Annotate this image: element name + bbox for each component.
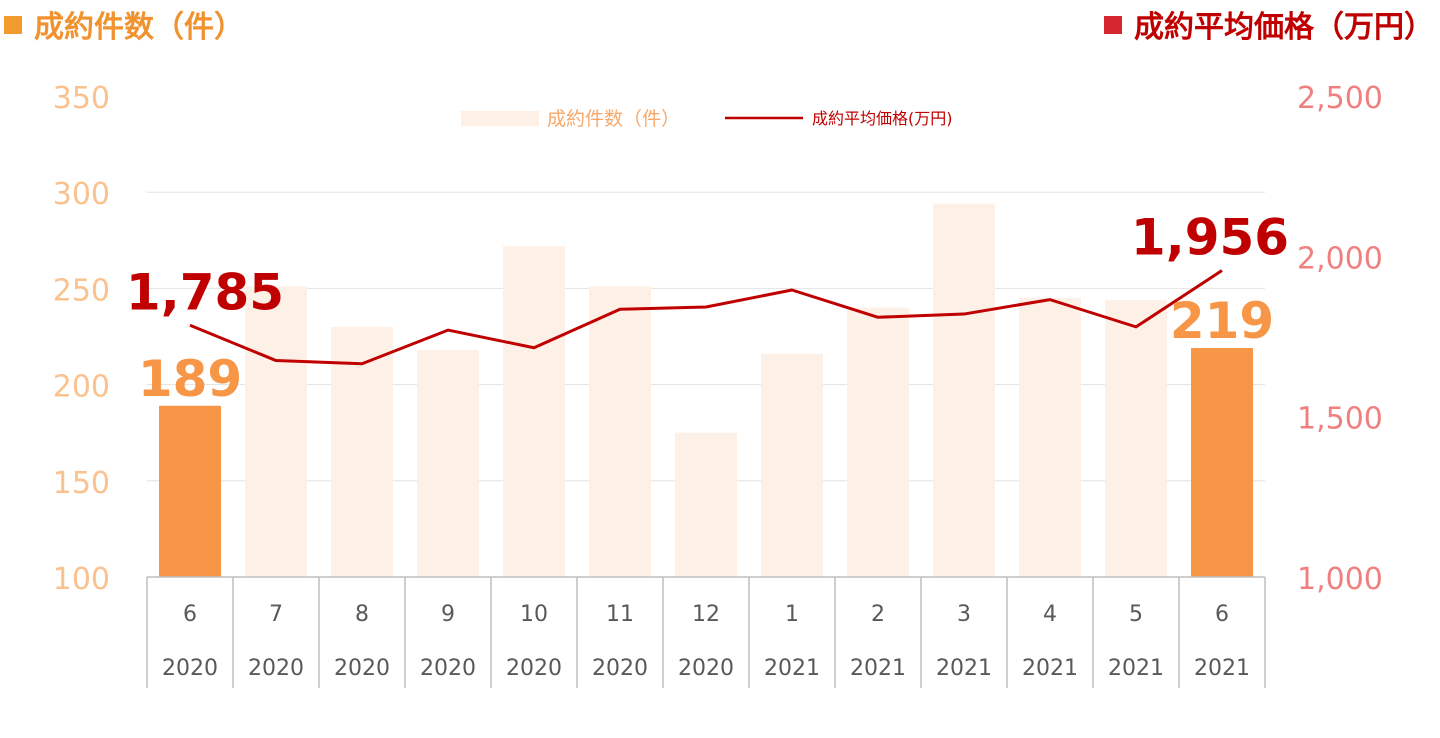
- y-left-tick-label: 150: [53, 466, 110, 501]
- y-right-tick-label: 1,500: [1297, 402, 1383, 437]
- bar: [589, 286, 651, 577]
- line-label-first: 1,785: [126, 263, 284, 321]
- bar-label-last: 219: [1170, 292, 1274, 350]
- left-axis-title: 成約件数（件）: [4, 2, 244, 46]
- x-month-label: 1: [785, 602, 799, 627]
- x-year-label: 2020: [420, 656, 476, 681]
- bar: [675, 432, 737, 577]
- right-axis-title-text: 成約平均価格（万円）: [1134, 10, 1434, 45]
- y-right-tick-label: 2,500: [1297, 81, 1383, 116]
- y-left-tick-label: 200: [53, 370, 110, 405]
- x-year-label: 2021: [764, 656, 820, 681]
- y-right-tick-label: 2,000: [1297, 241, 1383, 276]
- line-series: [189, 269, 1223, 366]
- y-left-tick-label: 350: [53, 81, 110, 116]
- bar: [1191, 348, 1253, 577]
- y-left-tick-label: 100: [53, 562, 110, 597]
- x-year-label: 2020: [162, 656, 218, 681]
- x-month-label: 7: [269, 602, 283, 627]
- x-year-label: 2020: [678, 656, 734, 681]
- price-line: [189, 269, 1223, 366]
- right-axis-title: 成約平均価格（万円）: [1104, 2, 1434, 46]
- x-year-label: 2021: [1022, 656, 1078, 681]
- x-year-label: 2021: [850, 656, 906, 681]
- y-axis-left: 100 150 200 250 300 350: [53, 81, 110, 597]
- x-month-label: 12: [692, 602, 720, 627]
- x-month-label: 11: [606, 602, 634, 627]
- left-axis-title-text: 成約件数（件）: [34, 10, 244, 45]
- x-axis: 6202072020820209202010202011202012202012…: [146, 576, 1266, 688]
- x-year-label: 2021: [1108, 656, 1164, 681]
- x-month-label: 2: [871, 602, 885, 627]
- bar: [245, 286, 307, 577]
- x-month-label: 9: [441, 602, 455, 627]
- bar: [933, 203, 995, 577]
- line-label-last: 1,956: [1131, 208, 1289, 266]
- legend-bar-swatch: [461, 111, 539, 126]
- bar-series: [159, 203, 1253, 577]
- bar: [761, 353, 823, 577]
- bar-series-marker-icon: [4, 16, 22, 34]
- line-series-marker-icon: [1104, 16, 1122, 34]
- x-month-label: 6: [183, 602, 197, 627]
- bar: [331, 326, 393, 577]
- legend-line-label: 成約平均価格(万円): [812, 109, 953, 128]
- x-month-label: 4: [1043, 602, 1057, 627]
- y-axis-right: 1,000 1,500 2,000 2,500: [1297, 81, 1383, 597]
- x-year-label: 2020: [592, 656, 648, 681]
- x-month-label: 10: [520, 602, 548, 627]
- bar: [159, 405, 221, 577]
- x-month-label: 5: [1129, 602, 1143, 627]
- bar: [417, 349, 479, 577]
- y-right-tick-label: 1,000: [1297, 562, 1383, 597]
- x-year-label: 2020: [334, 656, 390, 681]
- x-year-label: 2021: [1194, 656, 1250, 681]
- legend: 成約件数（件） 成約平均価格(万円): [461, 108, 953, 130]
- x-month-label: 3: [957, 602, 971, 627]
- x-month-label: 6: [1215, 602, 1229, 627]
- bar: [1019, 298, 1081, 577]
- x-year-label: 2020: [248, 656, 304, 681]
- x-month-label: 8: [355, 602, 369, 627]
- x-year-label: 2021: [936, 656, 992, 681]
- bar-label-first: 189: [138, 350, 242, 408]
- y-left-tick-label: 300: [53, 177, 110, 212]
- bar: [503, 246, 565, 577]
- x-year-label: 2020: [506, 656, 562, 681]
- bar: [847, 307, 909, 577]
- y-left-tick-label: 250: [53, 273, 110, 308]
- bar: [1105, 299, 1167, 577]
- data-labels: 189 219 1,785 1,956: [126, 208, 1289, 407]
- legend-bar-label: 成約件数（件）: [547, 108, 680, 130]
